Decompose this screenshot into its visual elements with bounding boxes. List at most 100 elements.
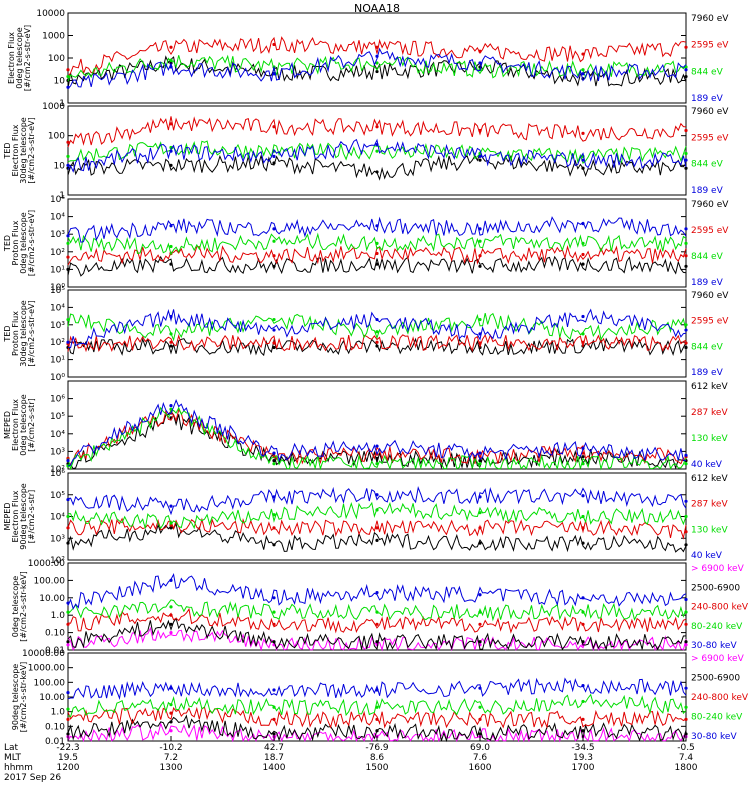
legend-entry: > 6900 keV	[691, 564, 745, 574]
data-point	[581, 222, 585, 226]
data-point	[66, 622, 70, 626]
y-tick-label: 10000.00	[22, 649, 65, 659]
data-point	[169, 314, 173, 319]
data-point	[272, 72, 276, 76]
data-point	[272, 125, 276, 129]
data-point	[684, 68, 688, 72]
data-point	[272, 640, 276, 644]
data-point	[581, 640, 585, 644]
footer-row-label: Lat	[4, 743, 19, 753]
data-point	[272, 495, 276, 499]
data-point	[684, 462, 688, 466]
data-point	[66, 255, 70, 259]
y-tick-label: 1	[59, 99, 65, 109]
data-point	[169, 407, 173, 411]
data-point	[375, 610, 379, 614]
data-point	[66, 459, 70, 463]
y-tick-label: 100.00	[34, 678, 66, 688]
data-point	[478, 610, 482, 614]
data-point	[272, 513, 276, 517]
data-point	[684, 717, 688, 721]
panel-meped-proton-0deg: 0.01 0.10 1.0 10.00 100.00 1000.00 0deg telesc…	[11, 559, 749, 656]
y-tick-label: 10²	[50, 556, 65, 566]
data-point	[478, 622, 482, 626]
data-point	[375, 508, 379, 512]
y-axis-label: Electron Flux	[11, 399, 20, 451]
data-point	[169, 332, 173, 336]
legend-entry: 2595 eV	[691, 41, 729, 51]
data-point	[375, 69, 379, 74]
y-tick-label: 10²	[50, 338, 65, 348]
y-tick-label: 1.0	[51, 708, 66, 718]
x-tick-label: 42.7	[264, 743, 284, 753]
legend-entry: 189 eV	[691, 368, 724, 378]
x-tick-label: 8.6	[370, 753, 385, 763]
x-tick-label: 1400	[263, 763, 286, 773]
y-tick-label: 10³	[50, 321, 65, 331]
y-tick-label: 10⁵	[50, 412, 65, 422]
y-tick-label: 10000	[36, 9, 65, 19]
y-axis-label: 0deg telescope	[19, 394, 28, 455]
y-tick-label: 10¹	[50, 265, 65, 275]
x-tick-label: 7.6	[473, 753, 488, 763]
data-point	[272, 459, 276, 463]
data-point	[581, 717, 585, 721]
legend-entry: 30-80 keV	[691, 732, 737, 742]
series-240-800-keV	[66, 706, 688, 730]
data-point	[272, 543, 276, 547]
data-point	[684, 45, 688, 49]
x-tick-label: 1200	[57, 763, 80, 773]
data-point	[684, 74, 688, 79]
legend-entry: 2500-6900	[691, 674, 740, 684]
data-point	[684, 643, 688, 647]
series-189-eV	[66, 138, 688, 173]
data-point	[272, 705, 276, 709]
series-2500-6900	[66, 617, 688, 651]
data-point	[581, 340, 585, 344]
series-7960-eV	[66, 255, 688, 277]
series-line	[67, 706, 687, 730]
y-axis-label: 30deg telescope	[19, 117, 28, 184]
data-point	[66, 267, 70, 271]
series-line	[67, 255, 687, 277]
data-point	[478, 154, 482, 159]
legend-entry: 844 eV	[691, 342, 724, 352]
x-tick-label: 18.7	[264, 753, 284, 763]
series-line	[67, 486, 687, 516]
data-point	[375, 688, 379, 692]
data-point	[66, 514, 70, 519]
data-point	[272, 596, 276, 600]
data-point	[581, 262, 585, 266]
x-tick-label: 1300	[160, 763, 183, 773]
legend-entry: 80-240 keV	[691, 622, 743, 632]
data-point	[684, 597, 688, 602]
data-point	[478, 332, 482, 336]
data-point	[375, 317, 379, 322]
series-80-240-keV	[66, 599, 688, 622]
data-point	[684, 166, 688, 170]
data-point	[272, 154, 276, 159]
x-tick-label: 1600	[469, 763, 492, 773]
legend-entry: 240-800 keV	[691, 693, 749, 703]
x-tick-label: -0.5	[677, 743, 695, 753]
data-point	[169, 686, 173, 690]
y-axis-label: MEPED	[3, 503, 12, 531]
legend-entry: 287 keV	[691, 500, 728, 510]
series-line	[67, 517, 687, 540]
figure-title: NOAA18	[354, 2, 400, 15]
data-point	[478, 451, 482, 455]
y-axis-label: TED	[3, 142, 12, 159]
data-point	[478, 541, 482, 545]
series-40-keV	[66, 398, 688, 467]
data-point	[478, 459, 482, 463]
y-tick-label: 0.01	[45, 737, 65, 747]
data-point	[169, 122, 173, 126]
series-line	[67, 333, 687, 353]
series-line	[67, 617, 687, 651]
data-point	[581, 332, 585, 336]
data-point	[375, 538, 379, 542]
y-axis-label: [#/cm2-s-str]	[27, 490, 36, 543]
y-tick-label: 10⁰	[50, 283, 65, 293]
panel-ted-electron-30deg: 1 10 100 1000 TED Electron Flux 30deg telescop…	[3, 102, 729, 201]
data-point	[66, 601, 70, 605]
